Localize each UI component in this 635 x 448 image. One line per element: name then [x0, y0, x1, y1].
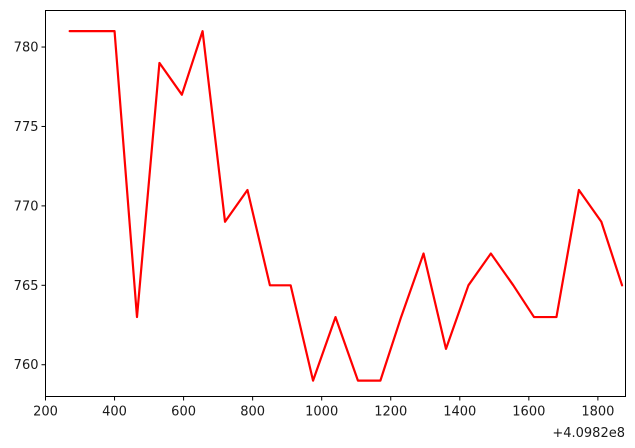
- x-tick-label: 1200: [374, 405, 407, 420]
- x-tick-label: 1000: [305, 405, 338, 420]
- y-tick-label: 760: [14, 358, 39, 373]
- series-line-0: [68, 30, 624, 382]
- x-axis: 200 400 600 800 1000 1200 1400 1600 1800: [33, 396, 614, 420]
- x-tick-label: 1400: [443, 405, 476, 420]
- y-tick-label: 765: [14, 279, 39, 294]
- series-layer: [68, 30, 624, 382]
- x-tick-label: 1600: [512, 405, 545, 420]
- y-tick-label: 770: [14, 199, 39, 214]
- x-tick-label: 400: [102, 405, 127, 420]
- plot-area-frame: [45, 10, 626, 397]
- x-tick-label: 600: [171, 405, 196, 420]
- x-tick-label: 800: [240, 405, 265, 420]
- y-axis: 760 765 770 775 780: [14, 41, 46, 373]
- x-tick-label: 1800: [581, 405, 614, 420]
- x-tick-label: 200: [33, 405, 58, 420]
- x-axis-offset-label: +4.0982e8: [552, 426, 625, 441]
- y-tick-label: 780: [14, 41, 39, 56]
- y-tick-label: 775: [14, 120, 39, 135]
